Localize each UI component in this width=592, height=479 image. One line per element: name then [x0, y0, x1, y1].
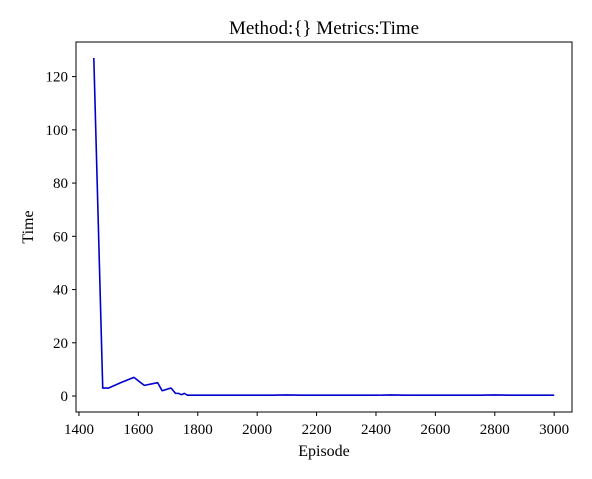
x-tick-label: 2400	[361, 422, 391, 438]
x-tick-label: 1400	[64, 422, 94, 438]
plot-area: 1400 1600 1800 2000 2200 2400 2600 2800 3000 0 20 4…	[46, 41, 573, 438]
plot-frame	[75, 41, 573, 413]
x-tick-label: 2200	[302, 422, 332, 438]
y-tick-label: 100	[46, 123, 69, 139]
y-tick-label: 0	[61, 389, 69, 405]
y-tick-label: 80	[53, 176, 68, 192]
y-axis-label: Time	[20, 210, 37, 243]
x-tick-label: 2800	[480, 422, 510, 438]
chart-title: Method:{} Metrics:Time	[229, 18, 419, 39]
x-axis-label: Episode	[298, 443, 350, 460]
series-line-0	[93, 57, 555, 397]
x-tick-label: 1800	[183, 422, 213, 438]
y-tick-label: 120	[46, 70, 69, 86]
x-tick-label: 3000	[539, 422, 569, 438]
y-tick-label: 40	[53, 283, 68, 299]
x-tick-label: 1600	[123, 422, 153, 438]
y-tick-label: 60	[53, 229, 68, 245]
x-tick-label: 2600	[420, 422, 450, 438]
y-tick-label: 20	[53, 336, 68, 352]
x-tick-label: 2000	[242, 422, 272, 438]
